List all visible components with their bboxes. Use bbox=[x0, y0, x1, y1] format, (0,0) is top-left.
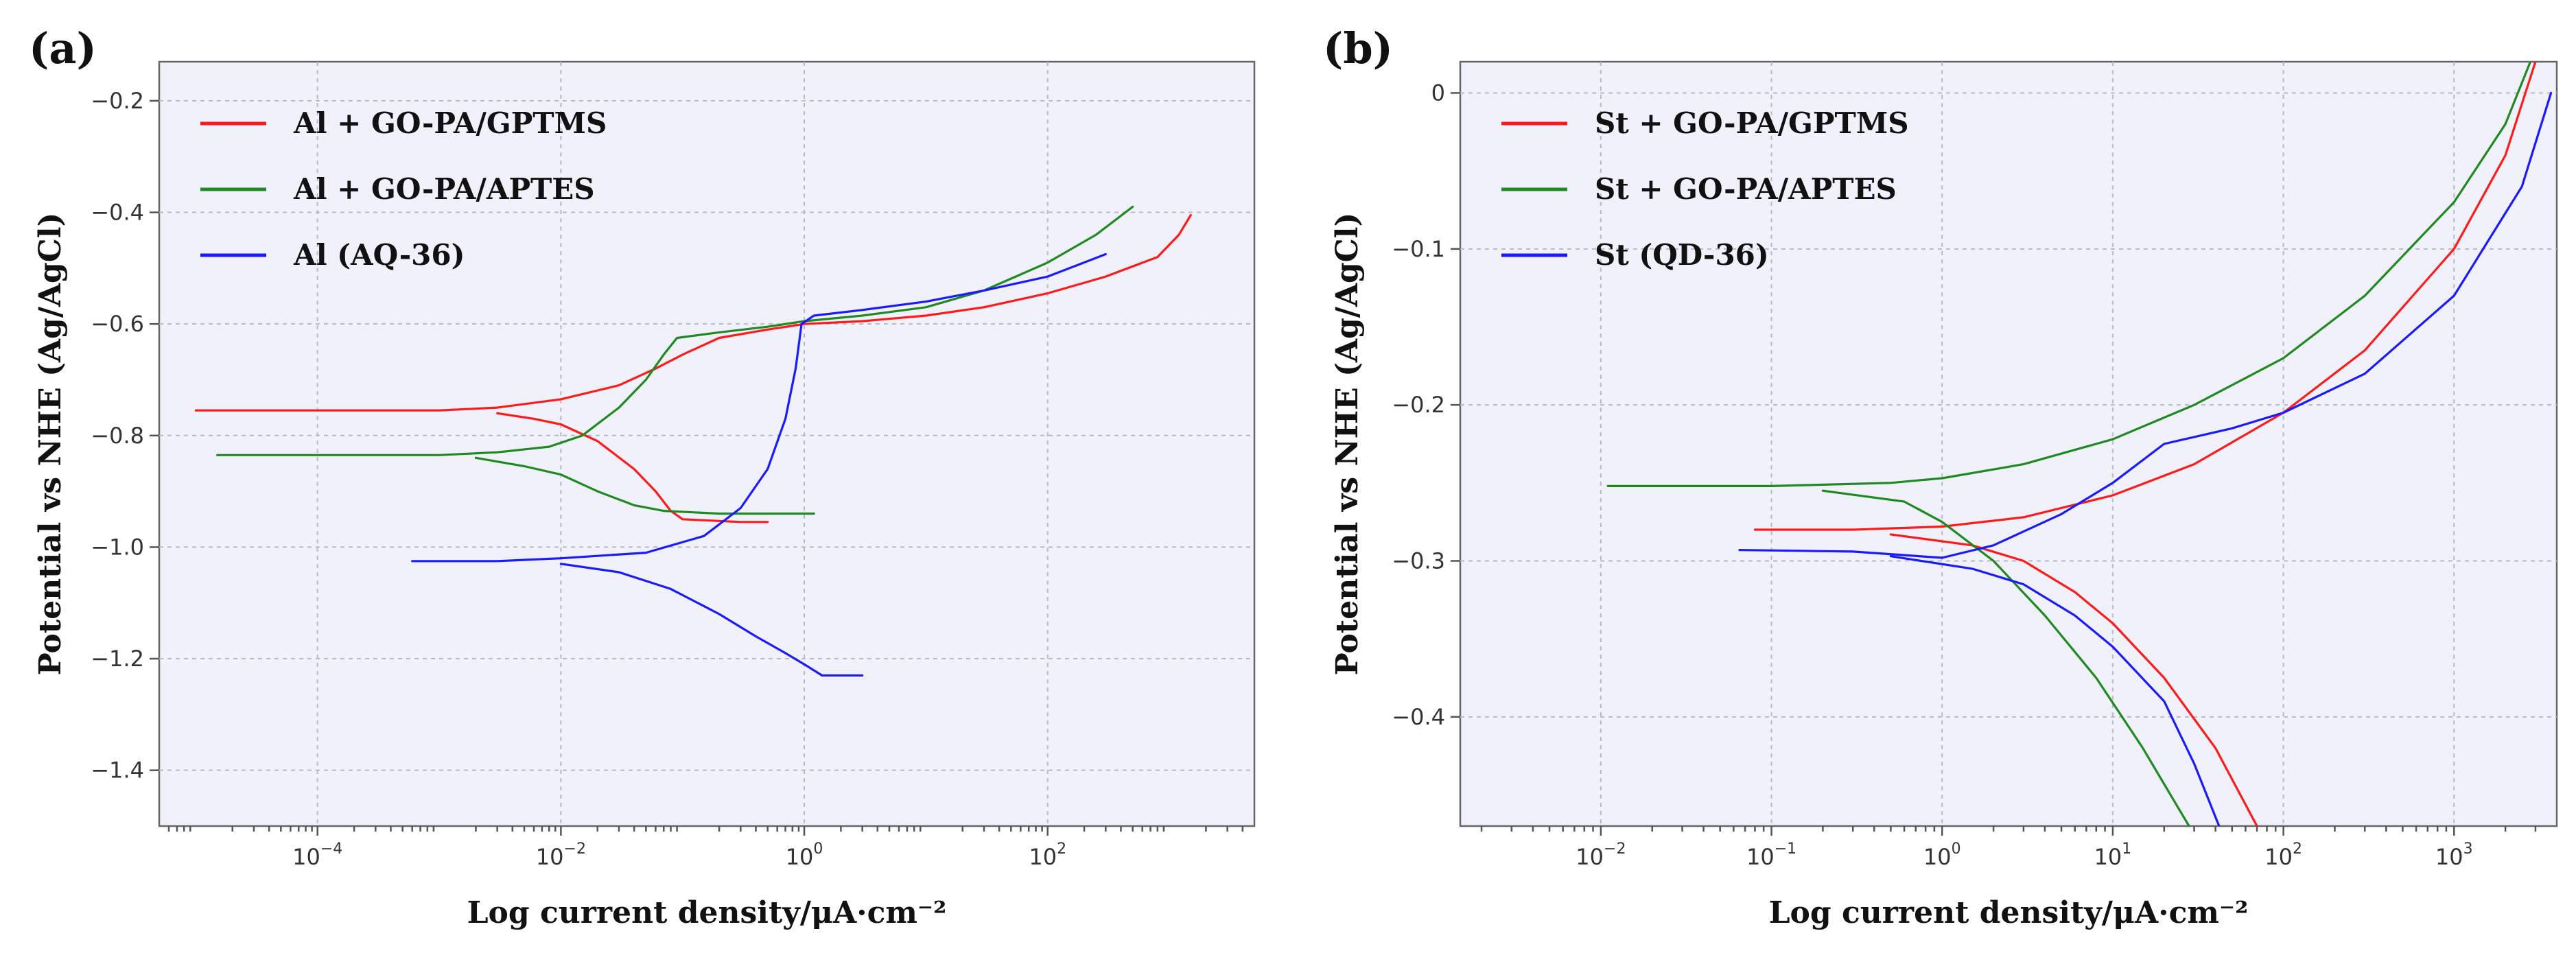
x-tick-label: 100 bbox=[1923, 840, 1961, 870]
series-line-al-aq-36--anodic bbox=[411, 252, 1107, 563]
legend-label: St + GO-PA/GPTMS bbox=[1595, 106, 1909, 140]
legend: Al + GO-PA/GPTMS Al + GO-PA/APTES Al (AQ-3… bbox=[200, 106, 607, 272]
x-tick-label: 10−4 bbox=[292, 840, 342, 870]
legend-label: Al + GO-PA/GPTMS bbox=[293, 106, 607, 140]
series-line-st-go-pa-gptms-anodic bbox=[1753, 62, 2537, 531]
series-line-st-go-pa-aptes-anodic bbox=[1606, 62, 2532, 487]
panel-label: (b) bbox=[1323, 23, 1393, 73]
y-tick-label: −0.6 bbox=[91, 311, 144, 337]
y-tick-label: −0.2 bbox=[91, 88, 144, 114]
series-layer bbox=[1606, 62, 2553, 826]
y-tick-label: −0.4 bbox=[91, 200, 144, 226]
series-line-al-go-pa-aptes-anodic bbox=[216, 205, 1134, 456]
y-axis-title: Potential vs NHE (Ag/AgCl) bbox=[1330, 213, 1365, 676]
x-tick-label: 102 bbox=[2264, 840, 2302, 870]
x-axis-title: Log current density/μA·cm⁻² bbox=[1769, 895, 2249, 930]
series-line-st-qd-36--anodic bbox=[1738, 91, 2553, 559]
legend-label: Al + GO-PA/APTES bbox=[293, 172, 595, 206]
chart-panel-b: (b) 10−2 10−1 100 101 102 103 0 −0.1 −0.2 −0.3 −0.4… bbox=[1323, 23, 2558, 930]
y-tick-label: −0.8 bbox=[91, 423, 144, 449]
legend: St + GO-PA/GPTMS St + GO-PA/APTES St (QD-3… bbox=[1501, 106, 1909, 272]
legend-label: Al (AQ-36) bbox=[293, 238, 465, 272]
series-line-al-go-pa-aptes-cathodic bbox=[474, 456, 815, 515]
plot-area bbox=[158, 60, 1256, 827]
x-tick-label: 101 bbox=[2094, 840, 2132, 870]
series-line-al-go-pa-gptms-cathodic bbox=[496, 412, 769, 523]
x-tick-label: 10−2 bbox=[536, 840, 586, 870]
x-tick-label: 10−2 bbox=[1576, 840, 1626, 870]
series-line-st-go-pa-aptes-cathodic bbox=[1821, 489, 2190, 826]
y-tick-label: −0.4 bbox=[1392, 704, 1445, 730]
y-tick-label: −1.2 bbox=[91, 646, 144, 672]
y-axis-title: Potential vs NHE (Ag/AgCl) bbox=[33, 213, 68, 676]
y-tick-label: 0 bbox=[1431, 80, 1445, 106]
series-line-st-qd-36--cathodic bbox=[1889, 555, 2221, 826]
legend-label: St (QD-36) bbox=[1595, 238, 1769, 272]
x-tick-label: 102 bbox=[1029, 840, 1066, 870]
y-tick-label: −0.3 bbox=[1392, 548, 1445, 574]
plot-area bbox=[1459, 60, 2558, 827]
y-tick-label: −1.0 bbox=[91, 534, 144, 560]
x-tick-label: 103 bbox=[2435, 840, 2473, 870]
x-axis-title: Log current density/μA·cm⁻² bbox=[467, 895, 947, 930]
x-tick-label: 100 bbox=[786, 840, 823, 870]
chart-panel-a: (a) 10−4 10−2 100 102 −0.2 −0.4 −0.6 −0.8 −1.0 −1.… bbox=[29, 23, 1256, 930]
y-tick-label: −0.1 bbox=[1392, 236, 1445, 262]
legend-label: St + GO-PA/APTES bbox=[1595, 172, 1897, 206]
series-layer bbox=[194, 205, 1192, 677]
panel-label: (a) bbox=[29, 23, 97, 73]
x-tick-label: 10−1 bbox=[1746, 840, 1796, 870]
y-tick-label: −1.4 bbox=[91, 757, 144, 784]
series-line-al-go-pa-gptms-anodic bbox=[194, 214, 1192, 412]
series-line-al-aq-36--cathodic bbox=[559, 563, 864, 677]
y-tick-label: −0.2 bbox=[1392, 392, 1445, 418]
